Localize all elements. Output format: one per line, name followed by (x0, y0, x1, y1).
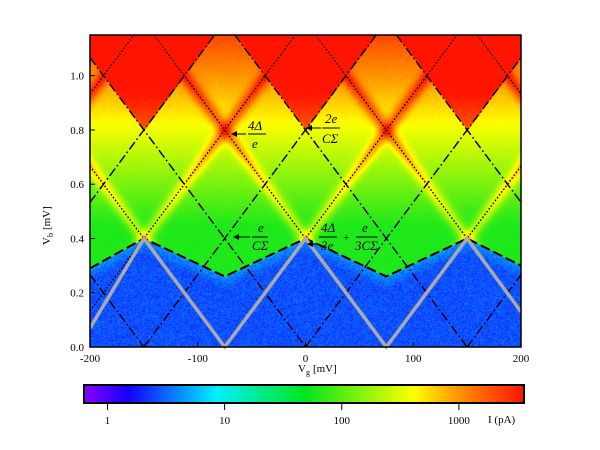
y-axis-label: Vb[mV] (41, 206, 55, 245)
x-tick-label: -200 (80, 353, 101, 365)
svg-text:2e: 2e (325, 111, 338, 126)
annotation-e-csigma: e CΣ (234, 220, 269, 253)
svg-text:CΣ: CΣ (322, 131, 339, 146)
svg-text:3e: 3e (320, 238, 334, 253)
svg-text:4Δ: 4Δ (248, 118, 263, 133)
diamond-lines (90, 35, 521, 347)
svg-text:4Δ: 4Δ (321, 220, 336, 235)
x-axis-label: Vg [mV] (298, 363, 337, 377)
colorbar-tick-label: 10 (219, 415, 231, 427)
dash-dot-line (396, 35, 521, 202)
blue-region-boundary (90, 238, 521, 276)
y-tick-label: 0.0 (70, 342, 84, 354)
x-tick-label: 200 (513, 353, 530, 365)
threshold-line (90, 238, 521, 347)
x-tick-label: -100 (188, 353, 209, 365)
colorbar-tick-label: 1 (105, 415, 111, 427)
dash-dot-line (306, 58, 522, 347)
dash-dot-line (90, 58, 306, 347)
dotted-diamond-line (90, 35, 295, 311)
y-tick-label: 0.8 (70, 125, 84, 137)
chart-overlay: -200 -100 0 100 200 0.00.20.40.60.81.0 Vg [mV… (0, 0, 600, 450)
colorbar-frame (84, 385, 524, 403)
chart-root: -200 -100 0 100 200 0.0 0.2 0.4 0.6 0.8 1.0 Vg [mV… (0, 0, 600, 450)
colorbar-label: I (pA) (488, 414, 516, 426)
annotation-2e-csigma: 2e CΣ (307, 111, 340, 146)
y-axis-ticks: 0.0 0.2 0.4 0.6 0.8 1.0 (70, 71, 95, 354)
colorbar-tick-label: 100 (333, 415, 350, 427)
dash-dot-line (467, 275, 521, 347)
svg-text:+: + (343, 232, 349, 244)
svg-text:e: e (252, 136, 258, 151)
annotation-4delta-e: 4Δ e (232, 118, 266, 151)
annotation-4delta-3e-plus-e-3csigma: 4Δ 3e + e 3CΣ (308, 220, 378, 253)
plot-frame (90, 35, 521, 347)
dotted-diamond-line (477, 35, 521, 94)
svg-text:CΣ: CΣ (252, 238, 269, 253)
svg-text:e: e (258, 220, 264, 235)
y-tick-label: 0.4 (70, 233, 84, 245)
y-tick-label: 0.2 (70, 288, 84, 300)
svg-text:e: e (362, 220, 368, 235)
x-tick-label: 100 (405, 353, 422, 365)
y-tick-label: 0.6 (70, 179, 84, 191)
svg-text:3CΣ: 3CΣ (354, 238, 378, 253)
y-tick-label: 1.0 (70, 71, 84, 83)
dash-dot-line (90, 35, 215, 202)
colorbar-ticks: 1 10 100 1000 (105, 403, 471, 427)
colorbar-tick-label: 1000 (448, 415, 471, 427)
dotted-diamond-line (90, 35, 134, 94)
